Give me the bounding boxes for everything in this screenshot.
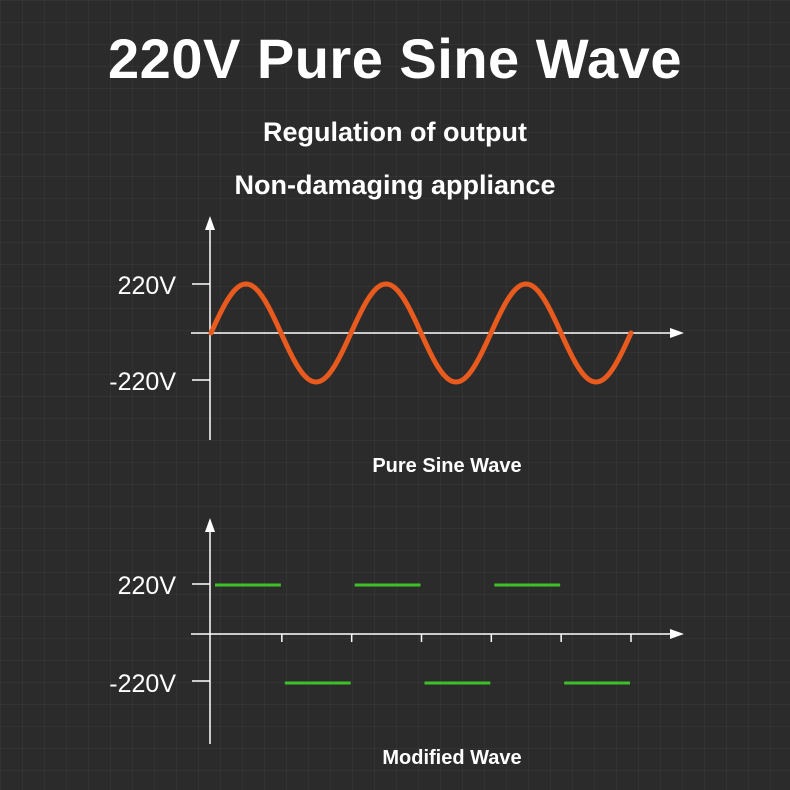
subtitle-appliance: Non-damaging appliance (234, 170, 556, 200)
sine-ytick-label-positive: 220V (118, 272, 177, 300)
mod-ytick-label-negative: -220V (109, 670, 176, 698)
mod-ytick-label-positive: 220V (118, 572, 177, 600)
sine-series-line (208, 281, 634, 385)
subtitle-regulation: Regulation of output (263, 117, 527, 147)
mod-x-ticks (281, 634, 632, 642)
mod-chart-caption: Modified Wave (382, 747, 521, 769)
page-title: 220V Pure Sine Wave (108, 27, 682, 90)
sine-chart-caption: Pure Sine Wave (372, 455, 521, 477)
mod-x-axis-arrow (670, 629, 684, 639)
sine-ytick-label-negative: -220V (109, 368, 176, 396)
sine-y-axis-arrow (205, 216, 215, 230)
mod-series-segments (215, 583, 630, 685)
mod-y-axis-arrow (205, 518, 215, 532)
sine-x-axis-arrow (670, 328, 684, 338)
